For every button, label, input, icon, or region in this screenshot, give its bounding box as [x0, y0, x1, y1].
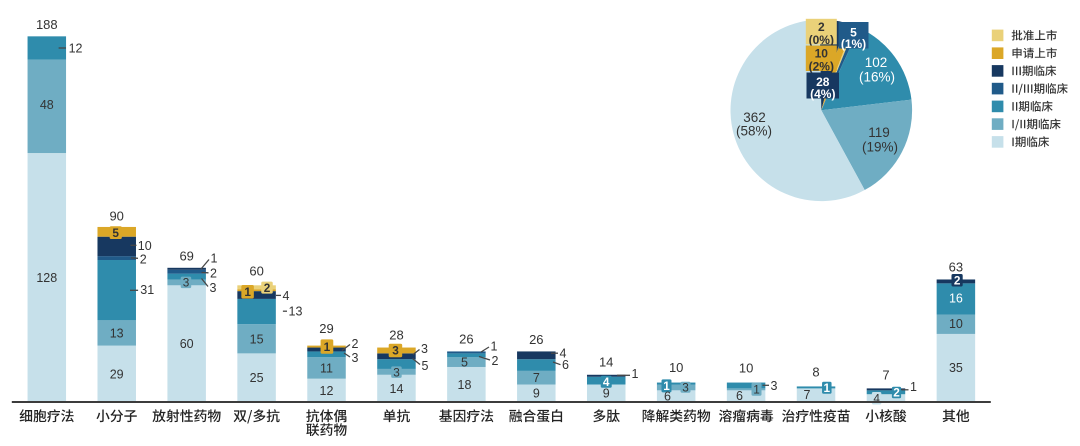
svg-text:(4%): (4%): [810, 87, 835, 101]
svg-text:3: 3: [682, 381, 689, 395]
svg-text:5: 5: [112, 226, 119, 240]
svg-text:3: 3: [352, 351, 359, 365]
svg-text:(0%): (0%): [809, 33, 834, 47]
svg-text:6: 6: [736, 389, 743, 403]
svg-text:1: 1: [663, 379, 670, 393]
svg-text:10: 10: [138, 239, 152, 253]
svg-text:9: 9: [533, 387, 540, 401]
svg-text:2: 2: [140, 252, 147, 266]
svg-text:128: 128: [36, 271, 57, 285]
svg-text:18: 18: [458, 378, 472, 392]
svg-text:1: 1: [753, 383, 760, 397]
svg-text:7: 7: [882, 368, 889, 383]
svg-text:2: 2: [818, 20, 825, 34]
svg-text:10: 10: [669, 360, 683, 375]
svg-text:14: 14: [599, 355, 613, 370]
svg-text:102: 102: [865, 55, 888, 70]
svg-text:3: 3: [210, 281, 217, 295]
svg-text:2: 2: [954, 273, 961, 287]
svg-text:14: 14: [390, 382, 404, 396]
svg-text:119: 119: [868, 125, 890, 140]
svg-text:(2%): (2%): [809, 59, 834, 73]
svg-text:31: 31: [140, 283, 154, 297]
svg-text:2: 2: [264, 281, 271, 295]
svg-text:4: 4: [603, 375, 610, 389]
svg-text:2: 2: [352, 337, 359, 351]
svg-text:1: 1: [324, 340, 331, 354]
svg-text:1: 1: [910, 380, 917, 394]
svg-text:3: 3: [771, 379, 778, 393]
svg-text:2: 2: [210, 267, 217, 281]
svg-text:3: 3: [392, 344, 399, 358]
svg-text:362: 362: [743, 110, 766, 125]
svg-text:5: 5: [850, 25, 857, 39]
svg-text:11: 11: [320, 362, 333, 376]
svg-text:16: 16: [949, 292, 963, 306]
svg-text:4: 4: [560, 347, 567, 361]
svg-text:2: 2: [492, 354, 499, 368]
svg-text:6: 6: [562, 358, 569, 372]
svg-text:1: 1: [491, 340, 498, 354]
svg-text:7: 7: [533, 371, 540, 385]
svg-text:60: 60: [249, 264, 263, 279]
svg-text:4: 4: [283, 289, 290, 303]
svg-text:1: 1: [632, 367, 639, 381]
svg-text:(1%): (1%): [841, 37, 866, 51]
svg-text:25: 25: [250, 371, 264, 385]
svg-text:12: 12: [69, 42, 83, 56]
svg-text:6: 6: [664, 390, 671, 404]
svg-text:60: 60: [180, 337, 194, 351]
svg-text:13: 13: [110, 327, 124, 341]
svg-text:29: 29: [110, 367, 124, 381]
svg-text:10: 10: [739, 361, 753, 376]
svg-text:(58%): (58%): [736, 124, 772, 139]
svg-text:28: 28: [389, 328, 403, 343]
svg-text:69: 69: [179, 249, 193, 264]
svg-text:3: 3: [393, 365, 400, 379]
svg-text:10: 10: [949, 317, 963, 331]
svg-text:26: 26: [529, 332, 543, 347]
svg-text:3: 3: [421, 342, 428, 356]
svg-text:26: 26: [459, 332, 473, 347]
svg-text:63: 63: [949, 260, 963, 275]
svg-text:1: 1: [824, 381, 831, 395]
svg-text:8: 8: [812, 365, 819, 380]
svg-text:48: 48: [40, 98, 54, 112]
svg-text:(16%): (16%): [859, 69, 895, 84]
svg-text:188: 188: [36, 17, 58, 32]
svg-text:13: 13: [289, 305, 303, 319]
svg-text:7: 7: [804, 388, 811, 402]
svg-text:35: 35: [949, 361, 963, 375]
svg-text:10: 10: [815, 46, 829, 60]
svg-text:5: 5: [422, 359, 429, 373]
svg-text:90: 90: [109, 209, 123, 224]
svg-text:2: 2: [893, 386, 900, 400]
svg-text:(19%): (19%): [862, 139, 898, 154]
svg-text:5: 5: [461, 356, 468, 370]
svg-text:12: 12: [320, 384, 334, 398]
svg-text:29: 29: [319, 321, 333, 336]
svg-text:1: 1: [244, 285, 251, 299]
svg-text:15: 15: [250, 332, 264, 346]
svg-text:9: 9: [603, 387, 610, 401]
svg-text:1: 1: [211, 252, 218, 266]
svg-text:3: 3: [183, 276, 190, 290]
svg-text:4: 4: [873, 391, 880, 405]
svg-text:28: 28: [816, 75, 830, 89]
